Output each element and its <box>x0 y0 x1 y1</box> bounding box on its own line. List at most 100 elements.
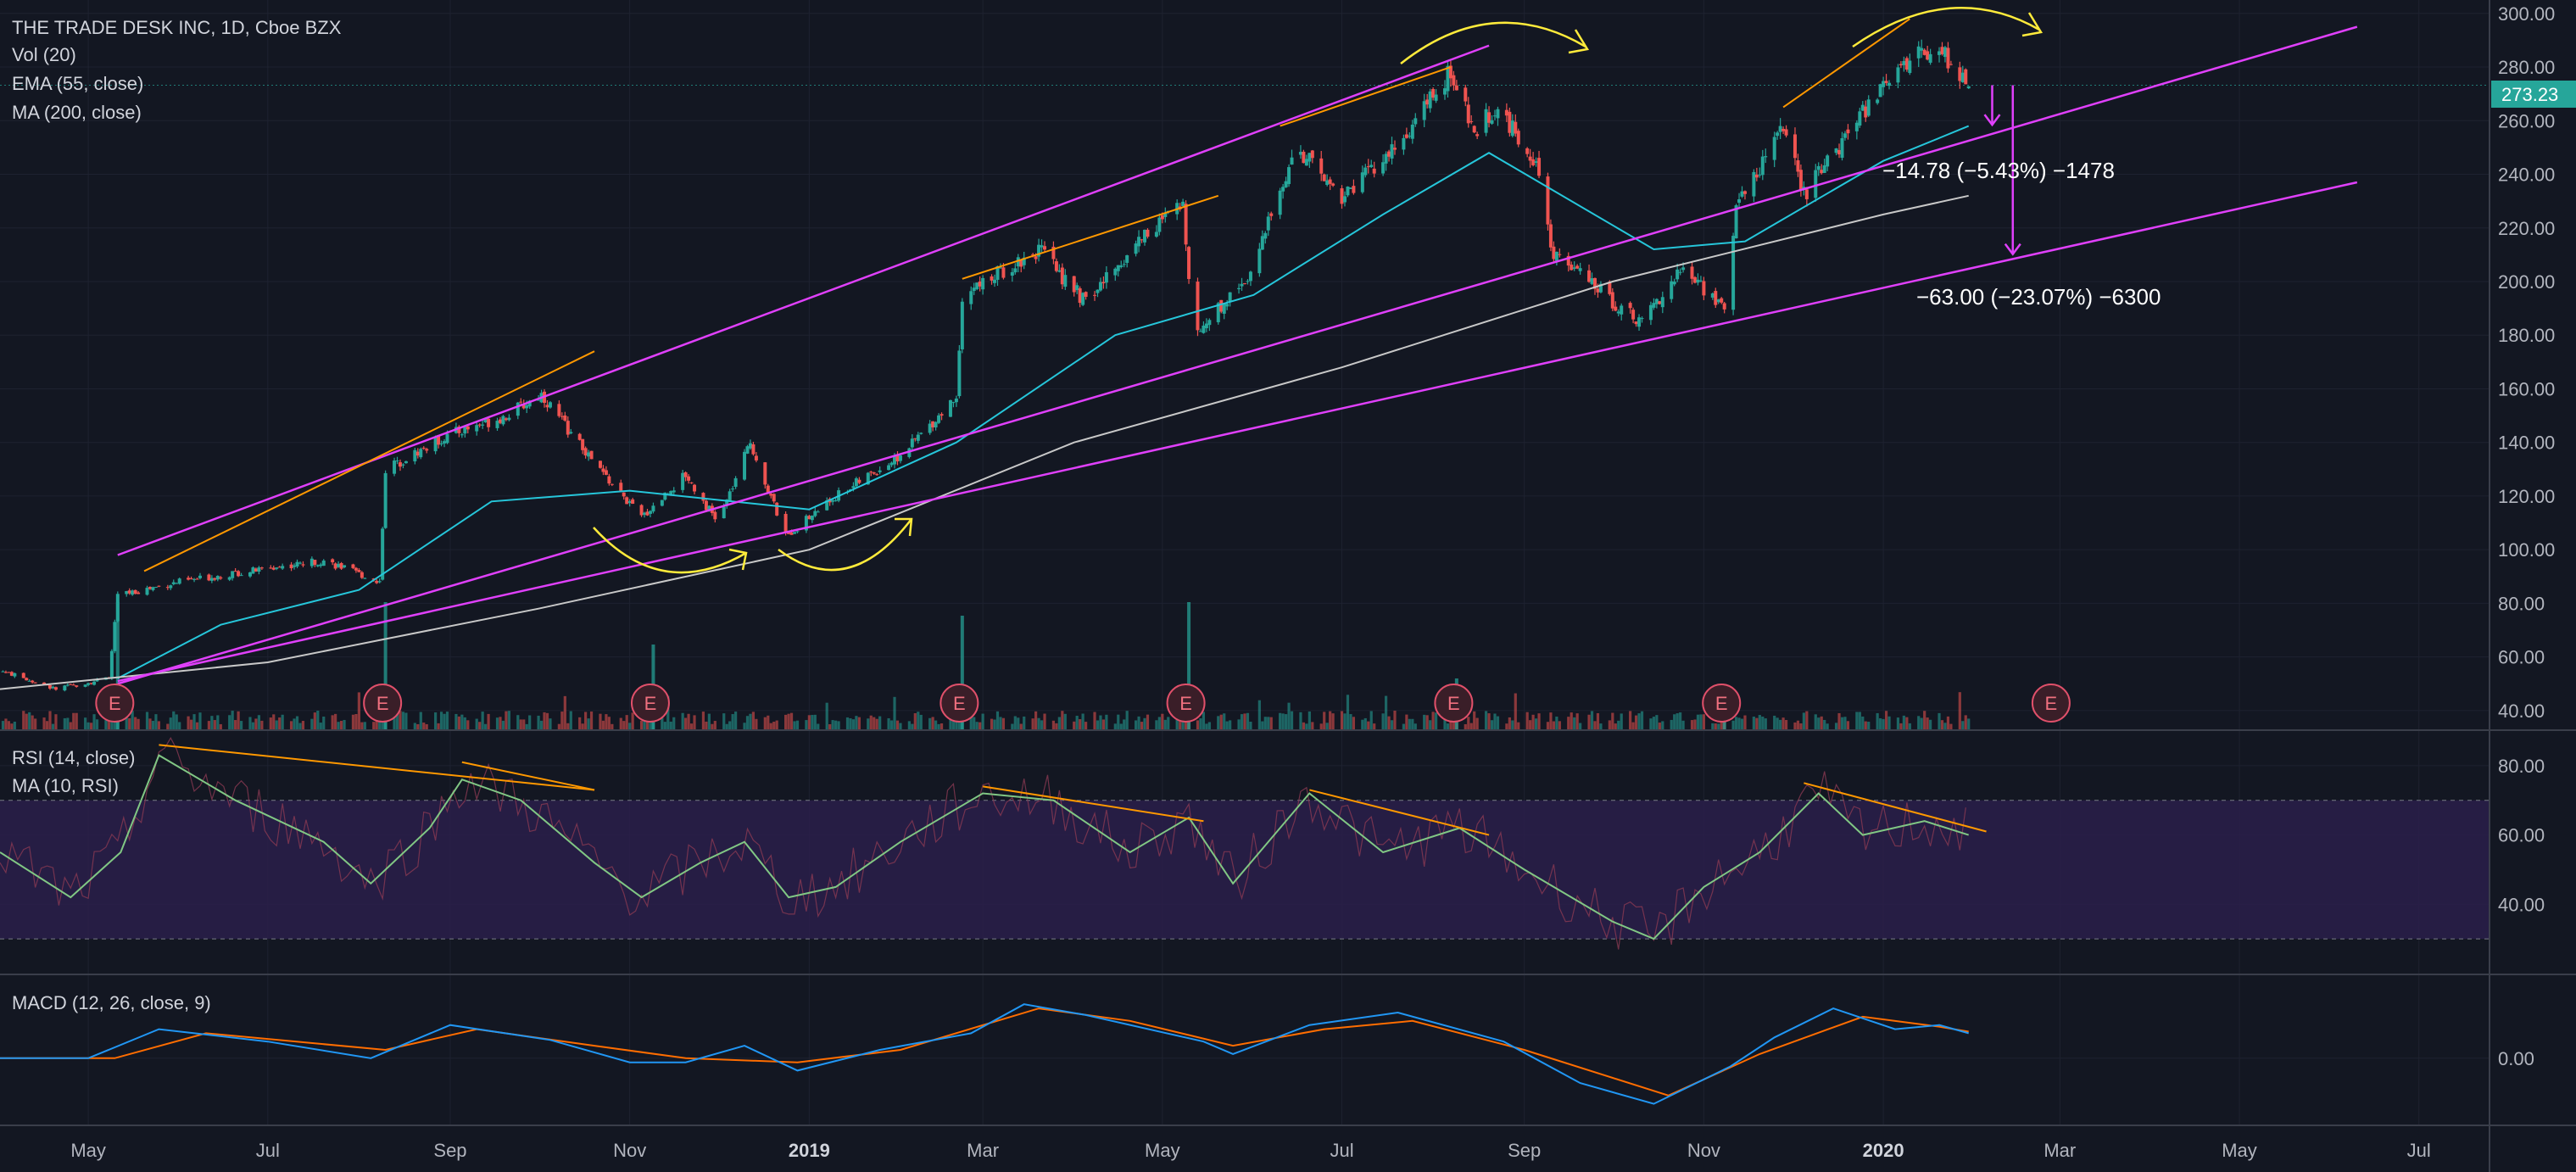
volume-bar <box>1661 721 1664 729</box>
volume-bar <box>917 712 920 729</box>
candle-body <box>1514 121 1518 134</box>
volume-bar <box>131 711 134 729</box>
earnings-marker[interactable]: E <box>940 684 979 723</box>
earnings-marker[interactable]: E <box>1702 684 1742 723</box>
candle-body <box>854 478 858 487</box>
volume-bar <box>257 715 260 729</box>
candle-body <box>401 464 405 466</box>
top-arc[interactable] <box>1400 21 1586 64</box>
candle-body <box>157 585 161 587</box>
trend-line[interactable] <box>1782 18 1910 109</box>
candle-body <box>443 441 447 444</box>
rsi-divergence-line[interactable] <box>1804 782 1987 833</box>
volume-bar <box>1814 714 1817 729</box>
volume-bar <box>1464 723 1467 729</box>
volume-bar <box>722 713 726 729</box>
price-tick-label: 220.00 <box>2498 218 2555 239</box>
legend-rsi: RSI (14, close) <box>12 747 136 768</box>
candle-body <box>731 488 735 490</box>
candle-body <box>887 465 891 471</box>
volume-bar <box>31 715 34 729</box>
volume-bar <box>889 720 894 729</box>
candle-body <box>1826 155 1830 167</box>
candle-body <box>1104 271 1108 283</box>
candle-body <box>227 577 231 580</box>
candle-body <box>1284 181 1288 187</box>
legend-macd: MACD (12, 26, close, 9) <box>12 992 211 1013</box>
candle-body <box>1204 323 1208 329</box>
rsi-divergence-line[interactable] <box>159 744 595 791</box>
bowl-arc[interactable] <box>778 518 912 572</box>
volume-bar <box>1534 718 1538 729</box>
candle-body <box>398 462 402 467</box>
volume-bar <box>316 711 320 729</box>
candle-body <box>1051 246 1056 260</box>
volume-bar <box>1920 717 1923 729</box>
price-tick-label: 140.00 <box>2498 433 2555 454</box>
legend-ema: EMA (55, close) <box>12 73 143 94</box>
volume-bar <box>937 723 940 729</box>
earnings-marker[interactable]: E <box>630 684 670 723</box>
candle-body <box>375 580 379 583</box>
candle-body <box>271 567 276 570</box>
candle-body <box>1640 318 1644 320</box>
candle-body <box>889 462 894 466</box>
volume-bar <box>1514 693 1517 729</box>
trend-line[interactable] <box>962 194 1219 280</box>
volume-bar <box>1717 723 1720 729</box>
candle-body <box>151 587 155 590</box>
earnings-marker[interactable]: E <box>363 684 403 723</box>
rsi-divergence-line[interactable] <box>461 761 595 791</box>
price-tick-label: 100.00 <box>2498 539 2555 561</box>
volume-bar <box>605 714 608 729</box>
drawings[interactable] <box>117 7 2358 685</box>
earnings-marker[interactable]: E <box>2031 684 2071 723</box>
channel-line[interactable] <box>117 181 2358 683</box>
volume-bar <box>363 722 366 729</box>
candle-body <box>339 562 343 569</box>
candle-body <box>1487 112 1492 123</box>
candle-body <box>1302 151 1306 164</box>
top-arc[interactable] <box>1852 7 2040 48</box>
volume-bar <box>849 717 852 729</box>
candle-body <box>1958 67 1962 81</box>
earnings-marker[interactable]: E <box>1434 684 1474 723</box>
candle-body <box>475 425 479 432</box>
rsi-divergence-line[interactable] <box>1309 789 1490 836</box>
volume-bar <box>789 712 794 729</box>
volume-bar <box>399 711 402 729</box>
candle-body <box>851 486 856 488</box>
candle-body <box>766 485 770 493</box>
candle-body <box>1537 158 1542 176</box>
volume-bar <box>1367 721 1370 729</box>
volume-bar <box>113 718 116 729</box>
earnings-marker-circle <box>1166 684 1206 723</box>
volume-bar <box>834 720 838 729</box>
candle-body <box>748 443 752 449</box>
volume-bar <box>128 717 131 729</box>
x-tick-label: Jul <box>2407 1140 2431 1161</box>
volume-bar <box>1467 717 1470 729</box>
volume-bar <box>981 713 984 729</box>
volume-bar <box>354 713 358 729</box>
volume-bar <box>919 714 923 729</box>
earnings-marker[interactable]: E <box>95 684 135 723</box>
trend-line[interactable] <box>143 350 595 572</box>
trend-line[interactable] <box>1280 66 1452 127</box>
bowl-arc[interactable] <box>593 527 747 574</box>
rsi-divergence-line[interactable] <box>982 785 1204 823</box>
candle-body <box>65 684 70 686</box>
candle-body <box>581 438 585 450</box>
candle-body <box>460 434 464 436</box>
channel-line[interactable] <box>117 25 2358 685</box>
candle-body <box>1372 168 1376 174</box>
earnings-marker[interactable]: E <box>1166 684 1206 723</box>
volume-bar <box>1720 719 1723 729</box>
channel-line[interactable] <box>117 44 1490 556</box>
candle-body <box>71 684 75 686</box>
volume-bar <box>1855 712 1859 729</box>
volume-bar <box>1243 713 1246 729</box>
candle-body <box>1322 174 1326 181</box>
